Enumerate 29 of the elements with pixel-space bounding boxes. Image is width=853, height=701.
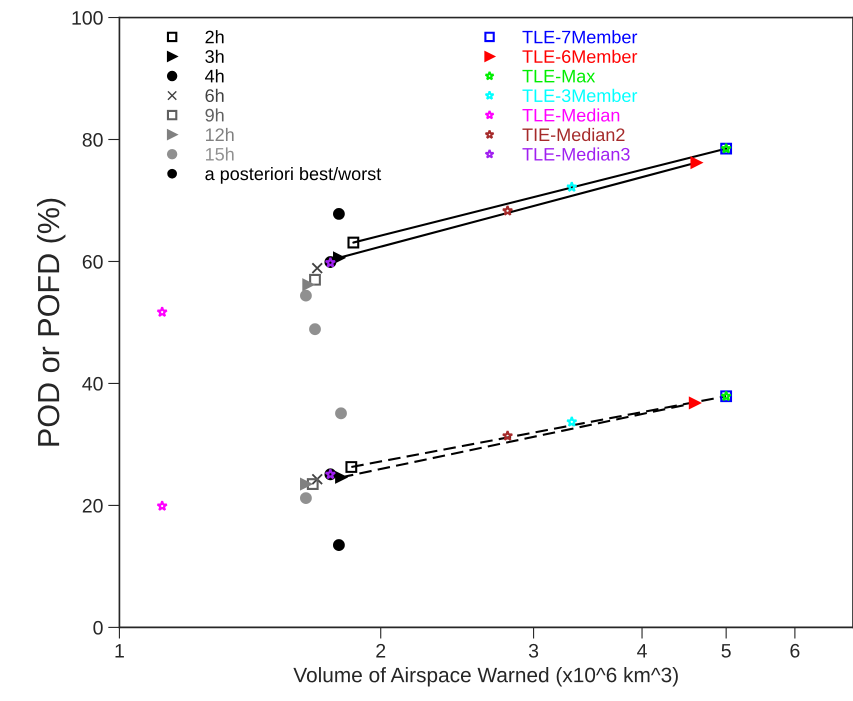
x-axis-title: Volume of Airspace Warned (x10^6 km^3) xyxy=(293,667,678,686)
x-tick-label: 3 xyxy=(528,644,538,658)
legend-label: 3h xyxy=(205,50,224,63)
y-tick-label: 80 xyxy=(82,132,103,147)
y-tick-label: 20 xyxy=(82,498,103,513)
legend-label: TLE-Median xyxy=(522,108,620,122)
y-tick-label: 60 xyxy=(82,254,103,269)
y-tick-label: 0 xyxy=(93,620,103,635)
legend-label: TLE-Max xyxy=(522,70,596,83)
legend-label: TLE-7Member xyxy=(522,30,638,44)
legend-label: 12h xyxy=(206,128,234,141)
x-tick-label: 4 xyxy=(637,644,647,658)
legend-label: TLE-3Member xyxy=(522,88,638,102)
legend-label: TIE-Median2 xyxy=(522,128,625,142)
legend-label: 9h xyxy=(205,108,224,122)
x-tick-label: 5 xyxy=(722,644,731,658)
y-axis-title: POD or POFD (%) xyxy=(36,198,66,446)
legend-label: a posteriori best/worst xyxy=(205,166,382,184)
x-tick-label: 1 xyxy=(115,644,124,658)
legend-label: 15h xyxy=(206,147,234,161)
x-tick-label: 2 xyxy=(376,644,386,658)
legend-label: 4h xyxy=(205,69,224,82)
legend-label: TLE-6Member xyxy=(522,50,638,63)
y-tick-label: 40 xyxy=(82,376,103,391)
x-tick-label: 6 xyxy=(790,644,800,658)
legend-label: 6h xyxy=(206,88,224,102)
legend-label: TLE-Median3 xyxy=(522,147,630,161)
y-tick-label: 100 xyxy=(72,10,103,25)
legend-label: 2h xyxy=(206,30,224,44)
